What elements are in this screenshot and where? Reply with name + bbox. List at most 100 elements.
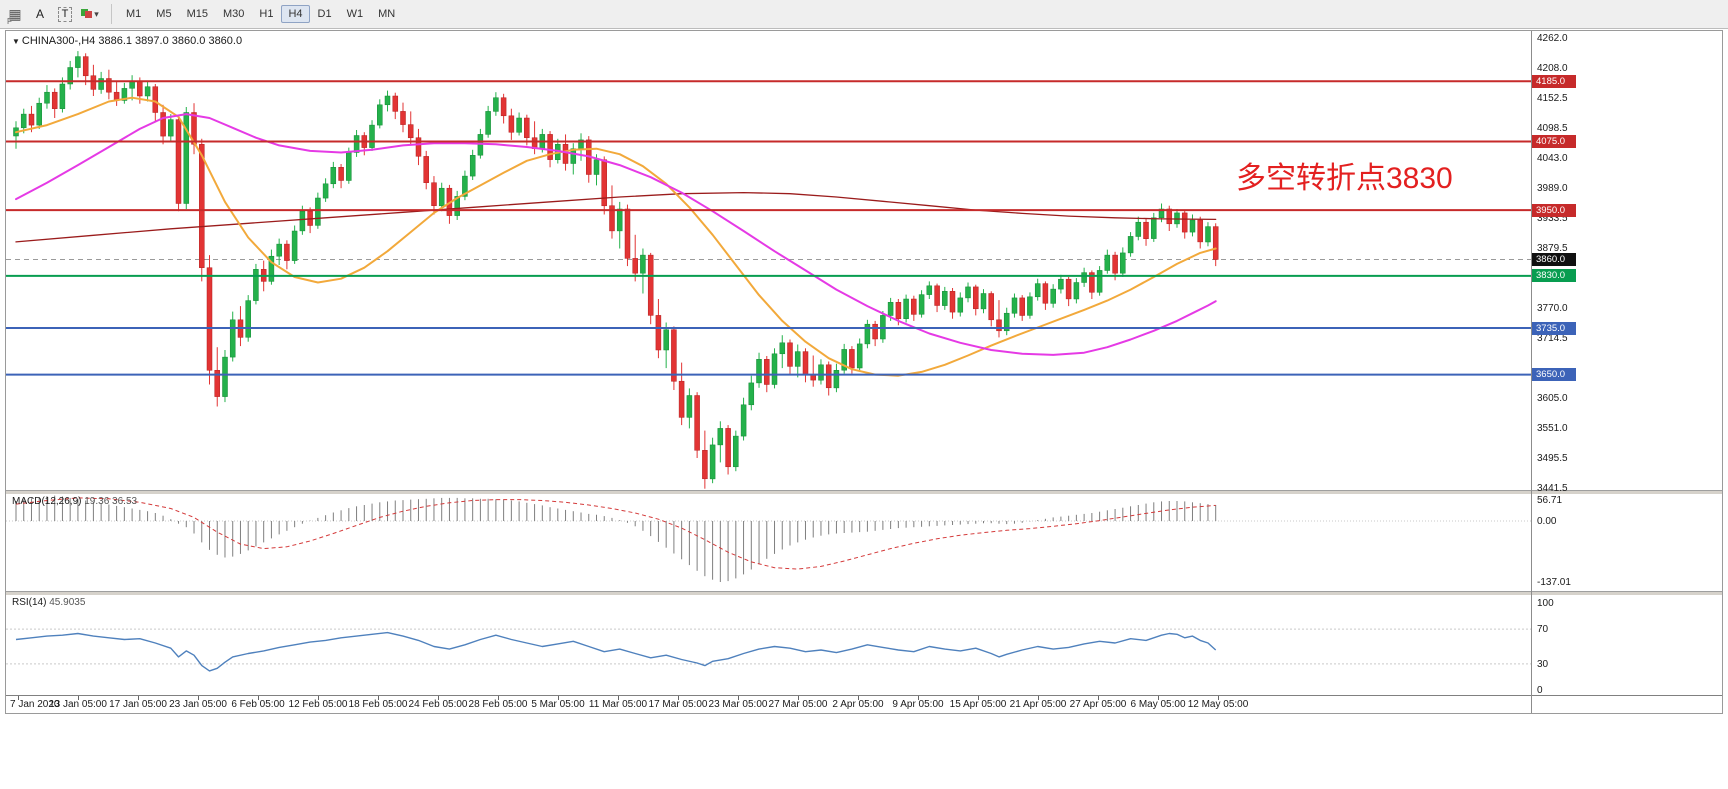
time-axis-label: 17 Jan 05:00 <box>109 699 167 710</box>
macd-axis-label: 56.71 <box>1537 495 1563 506</box>
price-line-tag: 3830.0 <box>1532 269 1576 283</box>
time-axis-label: 15 Apr 05:00 <box>949 699 1007 710</box>
pane-separator[interactable] <box>6 591 1722 595</box>
rsi-axis-label: 100 <box>1537 598 1554 609</box>
current-price-tag: 3860.0 <box>1532 252 1576 266</box>
time-axis-tick <box>18 696 19 700</box>
cursor-a-icon: A <box>35 7 44 21</box>
time-axis-label: 13 Jan 05:00 <box>49 699 107 710</box>
price-axis-label: 3551.0 <box>1537 422 1568 434</box>
time-axis-tick <box>318 696 319 700</box>
price-axis-label: 4208.0 <box>1537 62 1568 74</box>
chart-grid-icon: ▦ <box>8 6 22 22</box>
shapes-dropdown-button[interactable]: ▾ <box>79 3 101 25</box>
time-axis-label: 11 Mar 05:00 <box>588 699 648 710</box>
price-line-tag: 4185.0 <box>1532 74 1576 88</box>
shape-square-green-icon <box>81 9 89 16</box>
f-label: F <box>7 17 12 26</box>
time-axis-label: 5 Mar 05:00 <box>531 699 585 710</box>
dropdown-caret-icon: ▾ <box>94 8 99 19</box>
time-axis-tick <box>78 696 79 700</box>
time-axis-tick <box>138 696 139 700</box>
time-axis-tick <box>378 696 379 700</box>
price-axis-label: 4098.5 <box>1537 122 1568 134</box>
text-tool-button[interactable]: T <box>54 3 76 25</box>
time-axis-label: 23 Mar 05:00 <box>708 699 768 710</box>
rsi-pane-canvas[interactable] <box>6 595 1531 695</box>
rsi-value: 45.9035 <box>49 597 86 608</box>
time-axis-tick <box>858 696 859 700</box>
price-axis-label: 3933.5 <box>1537 213 1568 225</box>
collapse-arrow-icon[interactable]: ▼ <box>12 37 20 46</box>
timeframe-button-m15[interactable]: M15 <box>186 8 208 20</box>
chart-window: ▼ CHINA300-,H4 3886.1 3897.0 3860.0 3860.… <box>5 30 1723 714</box>
time-axis-tick <box>798 696 799 700</box>
time-axis-label: 21 Apr 05:00 <box>1009 699 1067 710</box>
time-axis-label: 23 Jan 05:00 <box>169 699 227 710</box>
time-axis-tick <box>1218 696 1219 700</box>
timeframe-button-d1[interactable]: D1 <box>317 8 332 20</box>
time-axis-label: 6 Feb 05:00 <box>231 699 285 710</box>
time-axis-tick <box>438 696 439 700</box>
time-axis-tick <box>978 696 979 700</box>
price-axis-label: 3495.5 <box>1537 453 1568 465</box>
charts-grid-button[interactable]: ▦ <box>4 3 26 25</box>
rsi-axis-label: 30 <box>1537 658 1549 670</box>
macd-axis-label: -137.01 <box>1537 576 1571 588</box>
price-line-tag: 3735.0 <box>1532 321 1576 335</box>
price-axis-label: 3605.0 <box>1537 393 1568 405</box>
main-chart-canvas[interactable] <box>6 31 1531 490</box>
ohlc-values: 3886.1 3897.0 3860.0 3860.0 <box>98 35 243 47</box>
price-axis-label: 3714.5 <box>1537 333 1568 345</box>
axis-divider <box>1531 31 1532 713</box>
time-axis-label: 28 Feb 05:00 <box>468 699 528 710</box>
time-axis-tick <box>678 696 679 700</box>
price-axis-label: 4152.5 <box>1537 93 1568 105</box>
time-axis-tick <box>498 696 499 700</box>
toolbar-separator <box>111 4 112 24</box>
time-axis-label: 7 Jan 2020 <box>10 699 60 710</box>
price-axis-label: 3989.0 <box>1537 182 1568 194</box>
time-axis-label: 12 Feb 05:00 <box>288 699 348 710</box>
chart-title: ▼ CHINA300-,H4 3886.1 3897.0 3860.0 3860.… <box>12 35 242 47</box>
time-axis-label: 27 Apr 05:00 <box>1069 699 1127 710</box>
chart-annotation-text[interactable]: 多空转折点3830 <box>1236 162 1453 195</box>
time-axis-tick <box>1098 696 1099 700</box>
shape-square-red-icon <box>85 10 93 18</box>
time-axis-label: 2 Apr 05:00 <box>832 699 884 710</box>
timeframe-button-m1[interactable]: M1 <box>126 8 142 20</box>
macd-label: MACD(12,26,9) 19.36 36.53 <box>12 496 137 507</box>
price-axis-label: 4043.0 <box>1537 153 1568 165</box>
time-axis-tick <box>618 696 619 700</box>
toolbar: ▦ F A T ▾ M1 M5 M15 M30 H1 H4 D1 W1 MN <box>0 0 1728 29</box>
time-axis-tick <box>198 696 199 700</box>
price-axis-label: 3879.5 <box>1537 242 1568 254</box>
price-line-tag: 3650.0 <box>1532 368 1576 382</box>
time-axis-tick <box>738 696 739 700</box>
time-axis-tick <box>1038 696 1039 700</box>
time-axis-tick <box>1158 696 1159 700</box>
pane-separator[interactable] <box>6 490 1722 494</box>
timeframe-button-mn[interactable]: MN <box>378 8 396 20</box>
time-axis[interactable]: 7 Jan 2020 13 Jan 05:00 17 Jan 05:00 23 Jan… <box>6 695 1722 713</box>
time-axis-tick <box>258 696 259 700</box>
time-axis-tick <box>918 696 919 700</box>
rsi-label: RSI(14) 45.9035 <box>12 597 85 608</box>
price-axis-label: 3770.0 <box>1537 302 1568 314</box>
time-axis-label: 9 Apr 05:00 <box>892 699 944 710</box>
cursor-tool-button[interactable]: A <box>29 3 51 25</box>
time-axis-label: 17 Mar 05:00 <box>648 699 708 710</box>
timeframe-button-m5[interactable]: M5 <box>156 8 172 20</box>
price-axis-label: 4262.0 <box>1537 33 1568 44</box>
timeframe-button-h1[interactable]: H1 <box>259 8 274 20</box>
time-axis-label: 6 May 05:00 <box>1130 699 1186 710</box>
rsi-axis-label: 70 <box>1537 624 1549 636</box>
timeframe-button-m30[interactable]: M30 <box>222 8 245 20</box>
macd-name: MACD(12,26,9) <box>12 496 82 507</box>
timeframe-button-h4[interactable]: H4 <box>281 5 310 23</box>
symbol-timeframe: CHINA300-,H4 <box>21 35 96 47</box>
timeframe-button-w1[interactable]: W1 <box>346 8 364 20</box>
rsi-name: RSI(14) <box>12 597 47 608</box>
macd-pane-canvas[interactable] <box>6 494 1531 591</box>
